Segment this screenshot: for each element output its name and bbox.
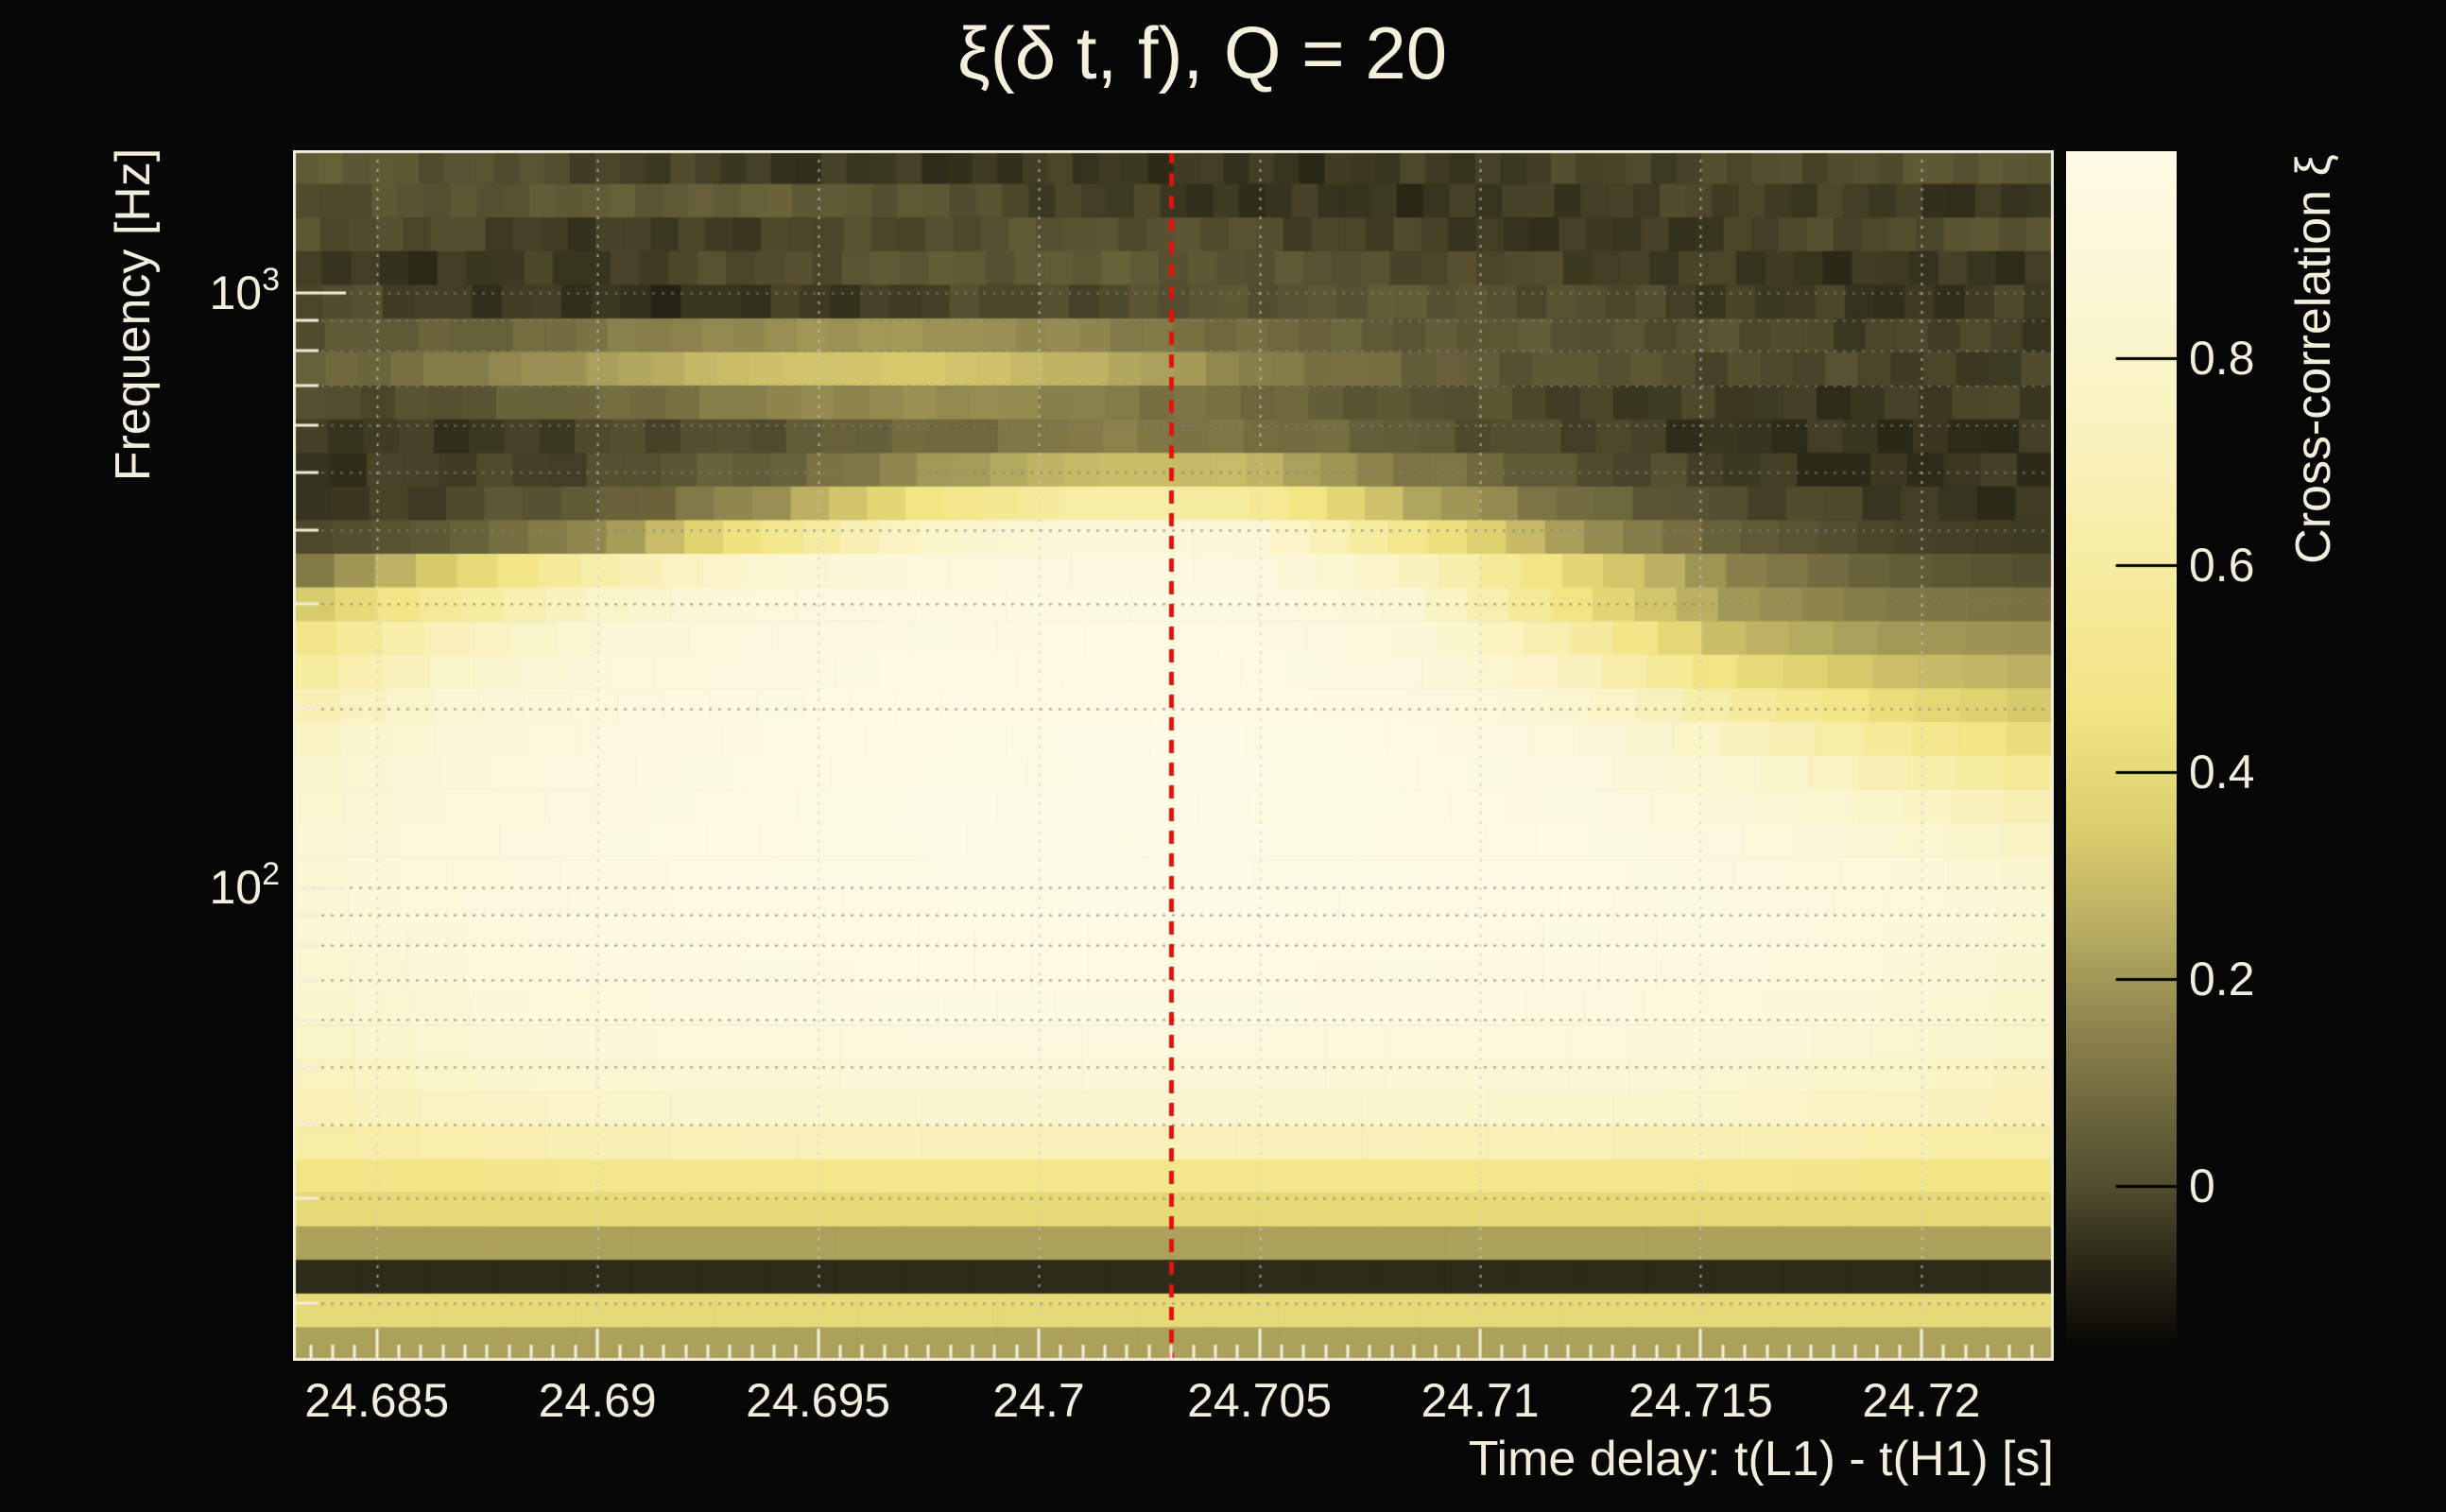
x-tick-label: 24.685 — [304, 1374, 450, 1427]
x-tick-label: 24.69 — [538, 1374, 657, 1427]
heatmap-canvas — [293, 150, 2054, 1361]
colorbar-tick-label: 0.2 — [2189, 952, 2255, 1005]
x-tick-label: 24.71 — [1421, 1374, 1540, 1427]
colorbar-tick-label: 0.8 — [2189, 331, 2255, 385]
x-tick-label: 24.72 — [1862, 1374, 1981, 1427]
y-tick-label: 103 — [209, 262, 280, 320]
x-tick-label: 24.705 — [1187, 1374, 1333, 1427]
colorbar-tick-label: 0.6 — [2189, 538, 2255, 592]
colorbar-title: Cross-correlation ξ — [2286, 154, 2341, 564]
x-tick-label: 24.7 — [992, 1374, 1085, 1427]
y-tick-label: 102 — [209, 856, 280, 915]
x-tick-label: 24.695 — [746, 1374, 891, 1427]
colorbar-tick-label: 0 — [2189, 1159, 2215, 1212]
x-axis-title: Time delay: t(L1) - t(H1) [s] — [1468, 1432, 2054, 1486]
y-axis-title: Frequency [Hz] — [106, 147, 161, 482]
colorbar-canvas — [2066, 151, 2177, 1351]
x-tick-label: 24.715 — [1628, 1374, 1773, 1427]
colorbar-tick-label: 0.4 — [2189, 745, 2255, 799]
plot-title: ξ(δ t, f), Q = 20 — [956, 11, 1448, 94]
